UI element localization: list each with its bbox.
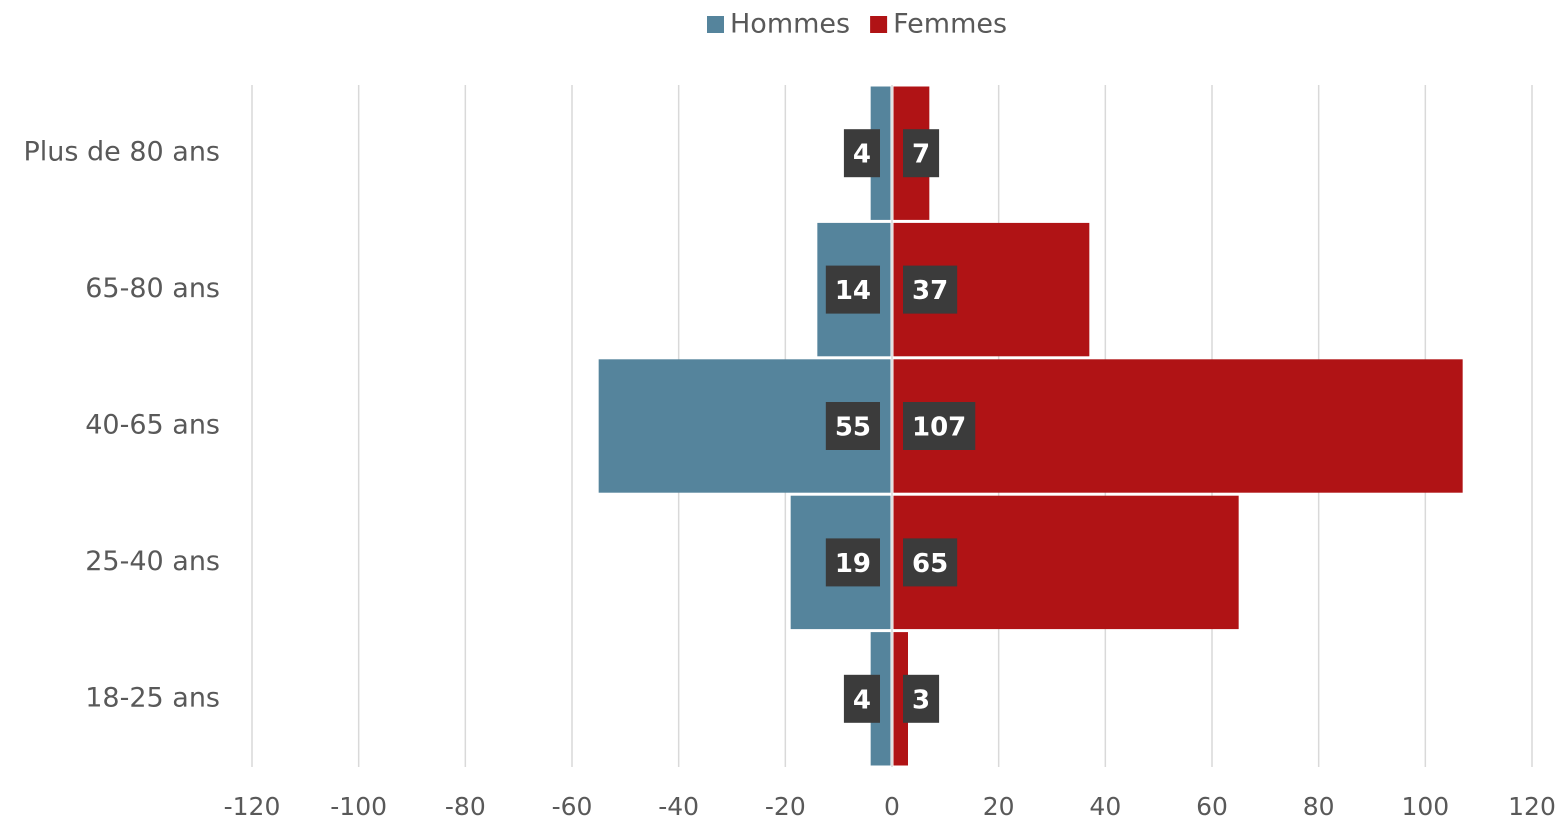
label-box [825,402,880,450]
legend-label: Hommes [730,9,850,40]
data-label: 107 [912,413,966,443]
bar [893,359,1463,493]
category-label: 65-80 ans [85,273,220,304]
category-label: Plus de 80 ans [23,137,220,168]
data-label: 65 [912,549,948,579]
label-box [903,674,940,723]
x-tick-label: -120 [224,792,281,821]
data-label: 14 [835,276,871,306]
x-tick-label: 80 [1303,792,1335,821]
data-label: 7 [912,140,930,170]
legend-swatch [707,16,724,33]
bar [893,632,908,766]
x-tick-label: 100 [1401,792,1449,821]
label-box [843,674,880,723]
label-box [903,402,976,450]
x-tick-label: -60 [552,792,593,821]
data-label: 4 [853,685,871,715]
label-box [825,538,880,587]
label-box [903,129,940,178]
label-box [825,265,880,314]
x-tick-label: -40 [658,792,699,821]
label-box [843,129,880,178]
data-label: 19 [835,549,871,579]
data-label: 3 [912,685,930,715]
legend-swatch [870,16,888,33]
bar [870,632,891,766]
data-label: 55 [835,413,871,443]
x-tick-label: -100 [330,792,387,821]
category-label: 40-65 ans [85,410,220,441]
label-box [903,265,958,314]
x-tick-label: 20 [983,792,1015,821]
x-tick-label: -80 [445,792,486,821]
x-tick-label: 40 [1089,792,1121,821]
legend-label: Femmes [893,9,1007,40]
category-label: 25-40 ans [85,546,220,577]
bar [870,86,891,220]
x-tick-label: 60 [1196,792,1228,821]
data-label: 4 [853,140,871,170]
x-tick-label: 0 [884,792,900,821]
category-label: 18-25 ans [85,682,220,713]
x-tick-label: 120 [1508,792,1556,821]
label-box [903,538,958,587]
data-label: 37 [912,276,948,306]
x-tick-label: -20 [765,792,806,821]
